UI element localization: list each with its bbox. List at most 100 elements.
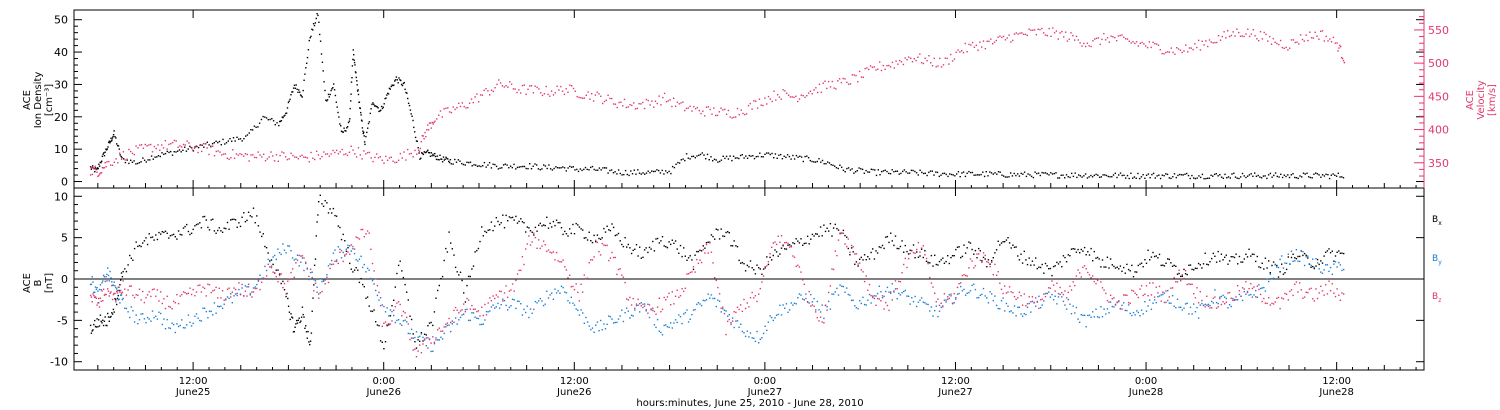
velocity-point <box>838 78 841 80</box>
bx-point <box>247 211 250 213</box>
by-point <box>564 291 566 293</box>
density-point <box>1158 174 1160 176</box>
density-point <box>194 146 196 148</box>
density-ylabel-line3: [cm⁻³] <box>44 84 55 116</box>
by-point <box>314 280 317 282</box>
velocity-point <box>1108 41 1110 43</box>
bz-point <box>595 239 597 242</box>
bx-point <box>243 212 245 214</box>
bz-point <box>873 295 876 297</box>
by-point <box>296 254 299 256</box>
velocity-point <box>458 102 460 104</box>
density-point <box>366 131 368 134</box>
velocity-point <box>1336 42 1338 44</box>
bx-point <box>772 254 774 257</box>
bx-point <box>974 249 977 252</box>
bx-point <box>930 254 933 257</box>
by-point <box>888 291 890 293</box>
velocity-point <box>335 149 338 152</box>
by-point <box>202 307 204 309</box>
bz-point <box>538 239 540 241</box>
velocity-point <box>780 98 782 100</box>
by-point <box>1059 293 1061 296</box>
bx-point <box>309 340 312 342</box>
by-point <box>569 302 571 304</box>
density-point <box>299 91 301 93</box>
by-point <box>847 293 849 296</box>
velocity-point <box>951 60 954 62</box>
density-point <box>257 126 259 128</box>
density-point <box>1123 174 1125 176</box>
by-point <box>1100 306 1102 308</box>
by-point <box>1061 296 1063 298</box>
density-point <box>522 165 524 168</box>
bz-point <box>350 244 352 246</box>
bx-point <box>1178 272 1180 275</box>
bz-point <box>487 302 489 304</box>
velocity-point <box>829 86 832 88</box>
bx-point <box>793 242 796 245</box>
bx-point <box>332 207 335 210</box>
bx-point <box>262 233 264 235</box>
velocity-point <box>928 55 930 57</box>
by-point <box>1250 293 1252 296</box>
bz-point <box>410 337 413 339</box>
bx-point <box>1310 266 1312 268</box>
velocity-point <box>1296 41 1298 43</box>
by-point <box>1251 296 1254 298</box>
density-tick-label: 30 <box>54 78 68 91</box>
density-point <box>971 171 974 174</box>
density-point <box>518 166 520 168</box>
density-point <box>232 137 235 139</box>
by-point <box>932 315 934 317</box>
by-point <box>1109 301 1112 303</box>
bz-point <box>1062 293 1065 296</box>
density-point <box>1022 173 1024 175</box>
bx-point <box>671 239 673 241</box>
bz-point <box>161 302 163 305</box>
bz-point <box>1101 287 1104 289</box>
velocity-point <box>707 106 710 108</box>
density-point <box>501 167 503 169</box>
bz-point <box>554 259 556 261</box>
density-point <box>382 106 384 108</box>
bz-point <box>192 288 194 291</box>
bz-point <box>384 321 387 323</box>
velocity-point <box>574 90 576 92</box>
velocity-point <box>691 110 693 112</box>
density-point <box>423 151 425 153</box>
bz-point <box>697 262 700 265</box>
density-point <box>1196 177 1198 179</box>
bz-point <box>824 304 827 306</box>
bx-point <box>909 249 911 251</box>
density-point <box>445 156 447 158</box>
bx-point <box>1049 267 1052 270</box>
by-point <box>885 290 887 293</box>
bz-point <box>774 241 776 243</box>
bx-point <box>135 241 137 243</box>
bx-point <box>1095 257 1097 259</box>
bx-point <box>142 242 144 244</box>
bz-point <box>396 302 398 304</box>
density-point <box>1191 174 1193 177</box>
bx-point <box>305 331 308 333</box>
by-point <box>767 321 770 323</box>
velocity-point <box>357 147 360 149</box>
density-point <box>395 76 398 78</box>
bx-point <box>940 259 942 261</box>
velocity-point <box>423 138 425 140</box>
bx-point <box>95 326 97 328</box>
density-point <box>1194 177 1197 180</box>
velocity-point <box>108 160 110 163</box>
field-ylabel-line1: ACE <box>22 273 33 293</box>
density-point <box>1065 174 1068 176</box>
date-tick-label: June26 <box>365 387 401 398</box>
velocity-point <box>150 143 152 146</box>
density-point <box>961 172 963 174</box>
density-point <box>350 81 353 83</box>
bz-point <box>831 268 833 270</box>
bx-point <box>679 244 682 247</box>
bx-point <box>1313 267 1315 270</box>
bx-point <box>1165 262 1167 264</box>
bx-point <box>1163 265 1166 267</box>
